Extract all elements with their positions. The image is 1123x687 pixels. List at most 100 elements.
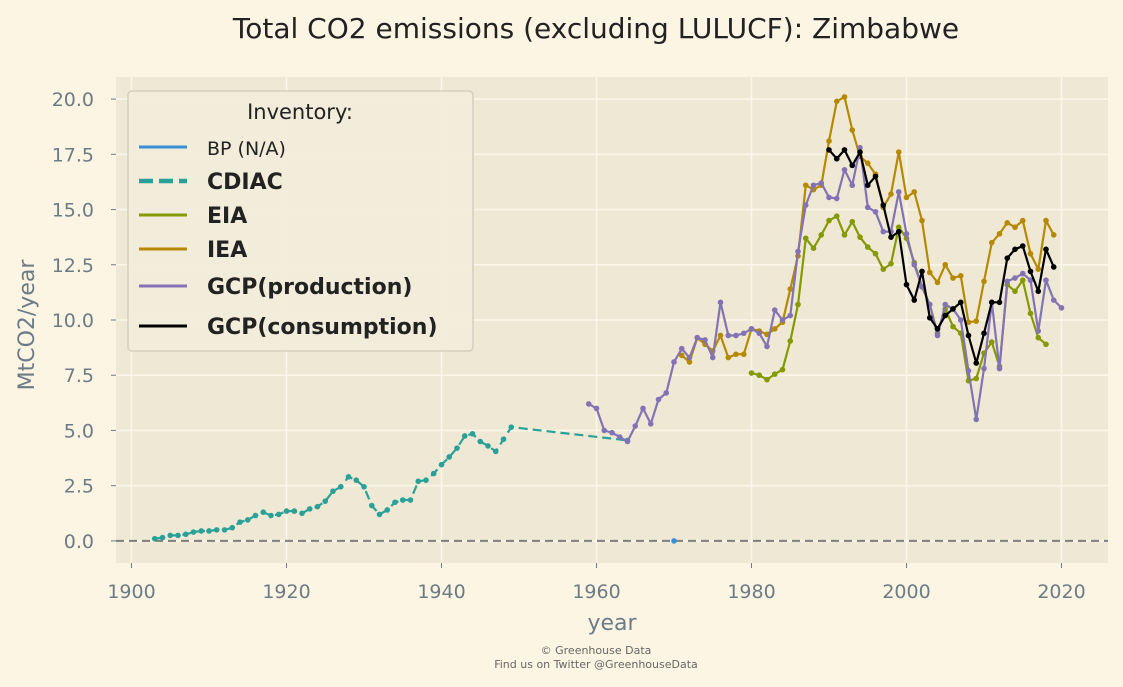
data-point	[841, 166, 848, 173]
data-point	[1027, 250, 1034, 257]
data-point	[942, 261, 949, 268]
data-point	[1027, 268, 1034, 275]
data-point	[1043, 277, 1049, 284]
data-point	[260, 509, 267, 515]
data-point	[330, 488, 336, 495]
data-point	[981, 365, 987, 372]
data-point	[895, 224, 902, 231]
data-point	[833, 213, 840, 219]
data-point	[934, 326, 941, 332]
data-point	[291, 508, 298, 514]
data-point	[221, 527, 228, 533]
data-point	[252, 512, 259, 519]
data-point	[384, 507, 391, 513]
data-point	[903, 231, 910, 237]
data-point	[469, 430, 476, 437]
data-point	[795, 301, 801, 308]
series-layer	[151, 94, 1065, 544]
data-point	[430, 470, 437, 477]
legend-label: BP (N/A)	[207, 138, 286, 160]
data-point	[213, 527, 220, 533]
data-point	[1050, 297, 1057, 303]
data-point	[399, 497, 406, 503]
data-point	[981, 330, 987, 337]
data-point	[244, 517, 251, 523]
data-point	[423, 477, 429, 483]
data-point	[864, 182, 871, 189]
data-point	[833, 155, 840, 162]
data-point	[973, 360, 980, 366]
data-point	[864, 160, 871, 166]
data-point	[1043, 246, 1049, 253]
data-point	[624, 438, 631, 445]
data-point	[771, 326, 778, 332]
data-point	[802, 235, 809, 242]
y-tick-label: 5.0	[64, 420, 94, 442]
y-axis-ticks: 0.0 2.5 5.0 7.5 10.0 12.5 15.0 17.5 20.0	[52, 89, 116, 553]
data-point	[911, 297, 918, 303]
x-tick-label: 2000	[882, 581, 930, 603]
x-tick-label: 1940	[417, 581, 465, 603]
data-point	[864, 244, 871, 250]
legend-box	[127, 90, 474, 352]
data-point	[942, 312, 949, 319]
data-point	[206, 528, 212, 534]
data-point	[198, 528, 205, 534]
data-point	[1027, 277, 1034, 284]
data-point	[268, 512, 274, 519]
series-cdiac	[151, 424, 631, 542]
data-point	[942, 301, 949, 308]
data-point	[864, 204, 871, 211]
data-point	[275, 511, 282, 518]
data-point	[485, 443, 491, 449]
data-point	[981, 278, 987, 285]
data-point	[950, 306, 956, 312]
series-gcp-production	[585, 144, 1065, 445]
data-point	[1058, 305, 1065, 311]
y-tick-label: 7.5	[64, 365, 94, 387]
x-tick-label: 1900	[107, 581, 155, 603]
data-point	[1012, 288, 1018, 295]
data-point	[857, 149, 863, 155]
data-point	[895, 189, 902, 195]
data-point	[787, 286, 794, 292]
data-point	[888, 191, 894, 197]
y-tick-label: 10.0	[52, 310, 94, 332]
data-point	[1012, 246, 1018, 253]
data-point	[965, 332, 972, 339]
data-point	[702, 337, 708, 343]
y-tick-label: 20.0	[52, 89, 94, 111]
y-axis-label: MtCO2/year	[15, 259, 40, 391]
data-point	[647, 421, 654, 427]
data-point	[950, 275, 956, 281]
data-point	[957, 299, 964, 306]
data-point	[771, 307, 778, 313]
data-point	[880, 202, 887, 208]
series-gcp-consumption	[826, 147, 1057, 366]
data-point	[849, 218, 856, 225]
data-point	[601, 427, 608, 434]
data-point	[229, 524, 236, 531]
data-point	[880, 266, 887, 272]
data-point	[314, 503, 321, 510]
data-point	[337, 483, 344, 490]
data-point	[826, 217, 832, 224]
data-point	[833, 98, 840, 105]
data-point	[616, 434, 623, 440]
data-point	[663, 390, 670, 396]
data-point	[849, 127, 856, 133]
data-point	[299, 510, 305, 517]
data-point	[872, 208, 879, 215]
data-point	[957, 317, 964, 323]
data-point	[322, 498, 329, 504]
data-point	[903, 194, 910, 201]
data-point	[182, 531, 189, 538]
data-point	[756, 330, 763, 337]
legend-label: EIA	[207, 204, 247, 229]
data-point	[957, 273, 964, 279]
data-point	[733, 351, 739, 358]
data-point	[826, 138, 832, 144]
data-point	[919, 217, 925, 224]
data-point	[678, 345, 685, 352]
data-point	[833, 195, 840, 202]
